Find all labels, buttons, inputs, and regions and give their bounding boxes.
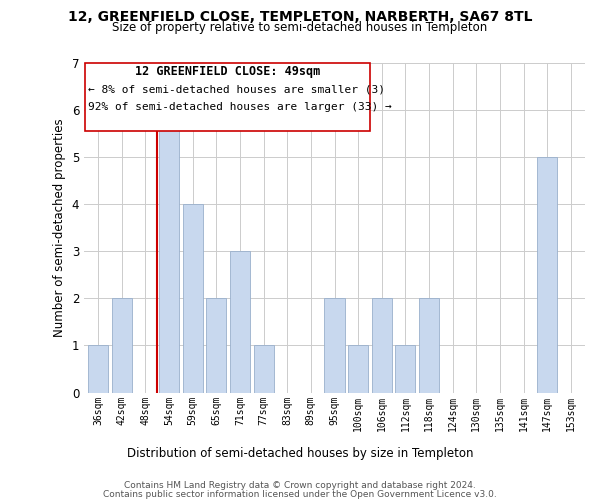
Text: ← 8% of semi-detached houses are smaller (3): ← 8% of semi-detached houses are smaller… (88, 85, 385, 95)
Text: 12 GREENFIELD CLOSE: 49sqm: 12 GREENFIELD CLOSE: 49sqm (135, 65, 320, 78)
Bar (325, 298, 344, 392)
Bar (419, 298, 439, 392)
Text: Size of property relative to semi-detached houses in Templeton: Size of property relative to semi-detach… (112, 22, 488, 35)
Bar (182, 204, 203, 392)
Bar (348, 346, 368, 393)
Bar (230, 251, 250, 392)
Text: 92% of semi-detached houses are larger (33) →: 92% of semi-detached houses are larger (… (88, 102, 392, 113)
Y-axis label: Number of semi-detached properties: Number of semi-detached properties (53, 118, 66, 337)
Bar (254, 346, 274, 393)
Bar (159, 110, 179, 393)
Text: Distribution of semi-detached houses by size in Templeton: Distribution of semi-detached houses by … (127, 448, 473, 460)
Bar (372, 298, 392, 392)
Bar (88, 346, 108, 393)
Bar (395, 346, 415, 393)
Bar (537, 157, 557, 392)
Bar (206, 298, 226, 392)
Bar (112, 298, 132, 392)
Text: 12, GREENFIELD CLOSE, TEMPLETON, NARBERTH, SA67 8TL: 12, GREENFIELD CLOSE, TEMPLETON, NARBERT… (68, 10, 532, 24)
Text: Contains HM Land Registry data © Crown copyright and database right 2024.: Contains HM Land Registry data © Crown c… (124, 481, 476, 490)
Text: Contains public sector information licensed under the Open Government Licence v3: Contains public sector information licen… (103, 490, 497, 499)
